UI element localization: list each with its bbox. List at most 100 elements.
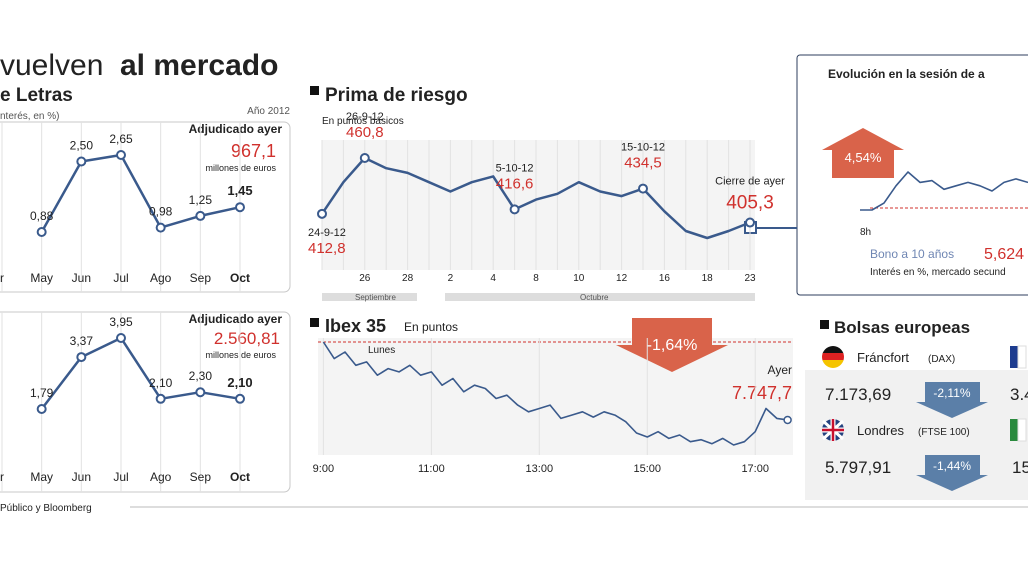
source: Público y Bloomberg — [0, 503, 92, 514]
value-label: 405,3 — [726, 193, 774, 214]
end-label: Ayer — [768, 363, 792, 377]
awarded-value: 2.560,81 — [214, 329, 280, 348]
title-bold: al mercado — [120, 49, 278, 82]
market-index: (FTSE 100) — [918, 427, 970, 438]
value-label: 416,6 — [496, 175, 534, 192]
x-tick-label: Sep — [190, 271, 212, 285]
data-point — [76, 352, 87, 363]
flag-fr — [1010, 345, 1027, 369]
x-tick-label: 17:00 — [741, 463, 769, 475]
value-label: 3,95 — [109, 315, 133, 329]
data-point — [359, 153, 370, 163]
value-label: 2,30 — [189, 369, 213, 383]
x-tick-label: 15:00 — [633, 463, 661, 475]
chart-title: Evolución en la sesión de a — [828, 67, 985, 81]
x-tick-label: Sep — [190, 470, 212, 484]
market-value: 5.797,91 — [825, 458, 891, 477]
data-point — [235, 202, 245, 213]
change-label: 4,54% — [845, 150, 882, 165]
data-line — [322, 341, 788, 446]
value-label: 434,5 — [624, 155, 662, 172]
annotation: Lunes — [368, 345, 395, 356]
x-tick-label: 2 — [448, 273, 454, 284]
start-label: 8h — [860, 227, 871, 238]
chart-subtitle: Interés en %, mercado secund — [870, 267, 1006, 278]
section-title: e Letras — [0, 85, 73, 106]
end-value: 7.747,7 — [732, 383, 792, 403]
data-line — [40, 153, 241, 233]
market-value: 7.173,69 — [825, 385, 891, 404]
x-tick-label: Ago — [150, 470, 172, 484]
data-point — [155, 393, 166, 404]
data-point — [509, 204, 520, 215]
x-tick-label: 13:00 — [526, 463, 554, 475]
awarded-label: Adjudicado ayer — [189, 122, 283, 136]
x-tick-label: 4 — [490, 273, 496, 284]
x-tick-label: 8 — [533, 273, 539, 284]
section-subtitle: nterés, en %) — [0, 111, 59, 122]
change-arrow — [916, 382, 988, 418]
point-label: Cierre de ayer — [715, 176, 785, 188]
chart-subtitle: En puntos básicos — [322, 116, 404, 127]
data-point — [76, 156, 87, 167]
data-point — [36, 404, 47, 414]
month-band — [445, 293, 755, 301]
note: Año 2012 — [247, 106, 290, 117]
value-label: 1,25 — [189, 193, 213, 207]
market-change: -1,44% — [933, 459, 971, 473]
awarded-unit: millones de euros — [205, 350, 276, 360]
value-label: 1,79 — [30, 386, 54, 400]
x-tick-label: r — [0, 271, 4, 285]
x-tick-label: 28 — [402, 273, 414, 284]
x-tick-label: r — [0, 470, 4, 484]
x-tick-label: 12 — [616, 273, 628, 284]
market-index: (DAX) — [928, 354, 955, 365]
markets-title: Bolsas europeas — [834, 318, 970, 337]
chart-subtitle: En puntos — [404, 320, 458, 334]
x-tick-label: 23 — [744, 273, 756, 284]
x-tick-label: Jul — [113, 470, 128, 484]
value-label: 460,8 — [346, 124, 384, 141]
value-label: 2,50 — [70, 139, 94, 153]
panel — [0, 311, 291, 493]
data-point — [36, 227, 47, 237]
value-label: 2,10 — [227, 375, 252, 390]
value-label: 412,8 — [308, 240, 346, 257]
value-label: 2,65 — [109, 132, 133, 146]
data-point — [155, 222, 166, 233]
x-tick-label: May — [30, 271, 53, 285]
month-label: Septiembre — [355, 293, 396, 302]
change-arrow — [822, 128, 904, 178]
data-point — [317, 208, 327, 219]
series-label: Bono a 10 años — [870, 247, 954, 261]
market-change: -2,11% — [933, 386, 970, 400]
value-label: 1,45 — [227, 183, 252, 198]
change-arrow — [616, 318, 728, 372]
data-point — [116, 150, 126, 160]
flag-uk — [821, 419, 845, 441]
point-label: 24-9-12 — [308, 227, 346, 239]
month-label: Octubre — [580, 293, 609, 302]
flag-de — [822, 346, 844, 368]
data-point — [116, 333, 126, 343]
x-tick-label: 18 — [702, 273, 714, 284]
x-tick-label: 9:00 — [313, 463, 334, 475]
plot-area — [318, 338, 793, 455]
market-value: 3.4 — [1010, 385, 1028, 404]
x-tick-label: 26 — [359, 273, 371, 284]
x-tick-label: Jun — [72, 470, 91, 484]
bullet — [820, 320, 829, 329]
flag-it — [1010, 418, 1027, 442]
x-tick-label: 16 — [659, 273, 671, 284]
chart-title: Ibex 35 — [325, 316, 386, 336]
value-label: 0,98 — [149, 205, 173, 219]
x-tick-label: May — [30, 470, 53, 484]
x-tick-label: Oct — [230, 470, 250, 484]
chart-title: Prima de riesgo — [325, 85, 468, 106]
bullet — [310, 86, 319, 95]
data-line — [320, 156, 751, 240]
bullet — [310, 318, 319, 327]
market-name: Londres — [857, 423, 904, 438]
series-value: 5,624 — [984, 246, 1024, 263]
